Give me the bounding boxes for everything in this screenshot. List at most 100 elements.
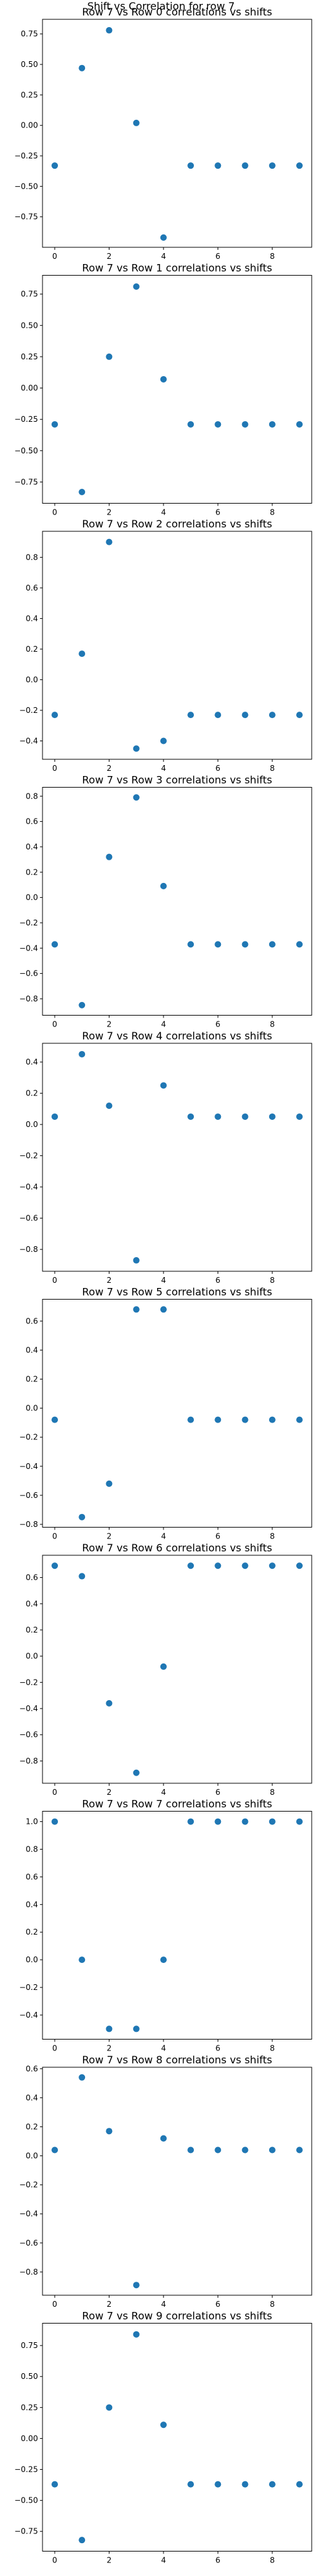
x-tick-label: 0 [52,2044,57,2053]
data-point [187,941,194,948]
x-tick-label: 4 [161,508,166,517]
data-point [133,794,140,801]
data-point [106,538,113,545]
x-tick-label: 6 [216,508,221,517]
data-point [106,27,113,34]
x-tick-label: 8 [270,252,275,261]
x-tick-label: 8 [270,764,275,773]
y-tick-label: 0.6 [26,1872,38,1881]
data-point [52,1113,58,1120]
data-point [160,375,167,383]
data-point [52,1562,58,1569]
data-point [296,1416,303,1423]
x-tick-label: 6 [216,1020,221,1029]
subplots-container: Row 7 vs Row 0 correlations vs shifts 0 2 4… [14,6,312,2565]
y-tick-label: 0.0 [26,1652,38,1661]
x-tick-label: 6 [216,2556,221,2565]
y-tick-label: 0.75 [21,30,38,39]
data-point [106,2128,113,2135]
y-tick-label: −0.8 [19,2268,38,2277]
y-tick-label: 0.2 [26,1927,38,1937]
y-tick-label: 0.0 [26,893,38,902]
data-point [296,421,303,428]
y-tick-label: 0.50 [21,2372,38,2381]
y-tick-label: −0.2 [19,1151,38,1160]
y-tick-label: 0.2 [26,1089,38,1098]
y-tick-label: 0.4 [26,1599,38,1608]
y-tick-label: −0.6 [19,1730,38,1739]
y-tick-label: −0.2 [19,1678,38,1687]
x-tick-label: 0 [52,2300,57,2309]
x-tick-label: 0 [52,1788,57,1797]
y-tick-label: −0.6 [19,1491,38,1500]
data-point [133,1257,140,1264]
subplot-9: Row 7 vs Row 9 correlations vs shifts 0 2 4… [14,2310,312,2565]
y-tick-label: 0.6 [26,1573,38,1582]
data-point [160,234,167,241]
y-tick-label: −0.50 [14,2496,38,2505]
data-point [160,1306,167,1313]
y-tick-label: 0.0 [26,1404,38,1413]
data-point [133,1306,140,1313]
x-tick-label: 2 [107,2044,112,2053]
y-tick-label: −0.2 [19,1433,38,1442]
axes-frame [42,2323,312,2552]
y-tick-label: −0.25 [14,415,38,424]
x-tick-label: 6 [216,1532,221,1541]
y-tick-label: 0.00 [21,121,38,130]
axes-frame [42,19,312,248]
data-point [160,1956,167,1964]
subplot-3: Row 7 vs Row 3 correlations vs shifts 0 2 4… [19,774,312,1029]
data-point [242,941,249,948]
data-point [296,1818,303,1825]
x-tick-label: 2 [107,252,112,261]
x-tick-label: 2 [107,1020,112,1029]
x-tick-label: 2 [107,1788,112,1797]
data-point [79,1001,86,1009]
data-point [242,1818,249,1825]
y-tick-label: 0.2 [26,867,38,876]
y-tick-label: 0.50 [21,60,38,69]
y-tick-label: 0.50 [21,321,38,330]
data-point [269,162,276,169]
data-point [296,2146,303,2154]
subplot-title: Row 7 vs Row 9 correlations vs shifts [82,2310,272,2322]
y-tick-label: 0.25 [21,2403,38,2412]
y-tick-label: 0.25 [21,90,38,99]
data-point [187,712,194,719]
y-tick-label: 0.8 [26,553,38,562]
x-tick-label: 2 [107,2300,112,2309]
data-point [187,1113,194,1120]
y-tick-label: −0.4 [19,943,38,952]
x-tick-label: 8 [270,2556,275,2565]
y-tick-label: 0.4 [26,2093,38,2102]
data-point [214,1818,222,1825]
x-tick-label: 8 [270,1532,275,1541]
data-point [242,712,249,719]
x-tick-label: 0 [52,764,57,773]
data-point [269,1818,276,1825]
data-point [133,2025,140,2032]
y-tick-label: 0.2 [26,1375,38,1384]
subplot-title: Row 7 vs Row 4 correlations vs shifts [82,1030,272,1042]
y-tick-label: 0.0 [26,2152,38,2161]
y-tick-label: 0.4 [26,614,38,623]
data-point [160,1082,167,1089]
data-point [187,2146,194,2154]
axes-frame [42,1299,312,1528]
subplot-title: Row 7 vs Row 1 correlations vs shifts [82,262,272,274]
y-tick-label: −0.6 [19,1214,38,1223]
y-tick-label: −0.4 [19,2210,38,2219]
y-tick-label: −0.8 [19,1520,38,1529]
data-point [242,2146,249,2154]
axes-frame [42,787,312,1016]
subplot-title: Row 7 vs Row 3 correlations vs shifts [82,774,272,786]
x-tick-label: 4 [161,1788,166,1797]
data-point [296,1562,303,1569]
data-point [160,1663,167,1670]
data-point [160,882,167,889]
axes-frame [42,1555,312,1784]
y-tick-label: −0.4 [19,2011,38,2020]
data-point [133,2282,140,2289]
y-tick-label: 0.6 [26,583,38,592]
